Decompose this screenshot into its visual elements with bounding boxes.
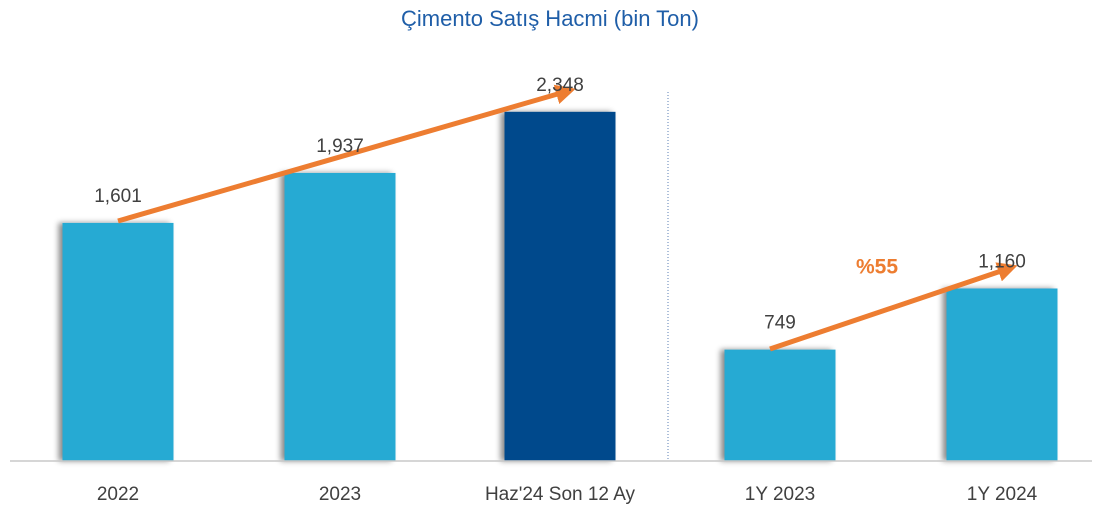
x-tick-label: Haz'24 Son 12 Ay — [485, 484, 636, 505]
annotation: %55 — [856, 256, 898, 279]
value-label: 1,160 — [978, 252, 1026, 273]
x-tick-label: 2022 — [97, 484, 139, 505]
bar — [946, 288, 1058, 461]
bar — [284, 172, 396, 462]
trend-arrow — [117, 84, 576, 224]
chart-title: Çimento Satış Hacmi (bin Ton) — [401, 6, 699, 31]
bar — [504, 111, 616, 461]
value-label: 749 — [764, 313, 796, 334]
x-tick-label: 1Y 2023 — [745, 484, 815, 505]
x-tick-label: 1Y 2024 — [967, 484, 1038, 505]
value-label: 1,937 — [316, 136, 364, 157]
bar — [724, 349, 836, 461]
value-label: 2,348 — [536, 75, 584, 96]
trend-arrow — [769, 262, 1018, 352]
bar — [62, 222, 174, 461]
x-tick-label: 2023 — [319, 484, 361, 505]
value-label: 1,601 — [94, 186, 142, 207]
